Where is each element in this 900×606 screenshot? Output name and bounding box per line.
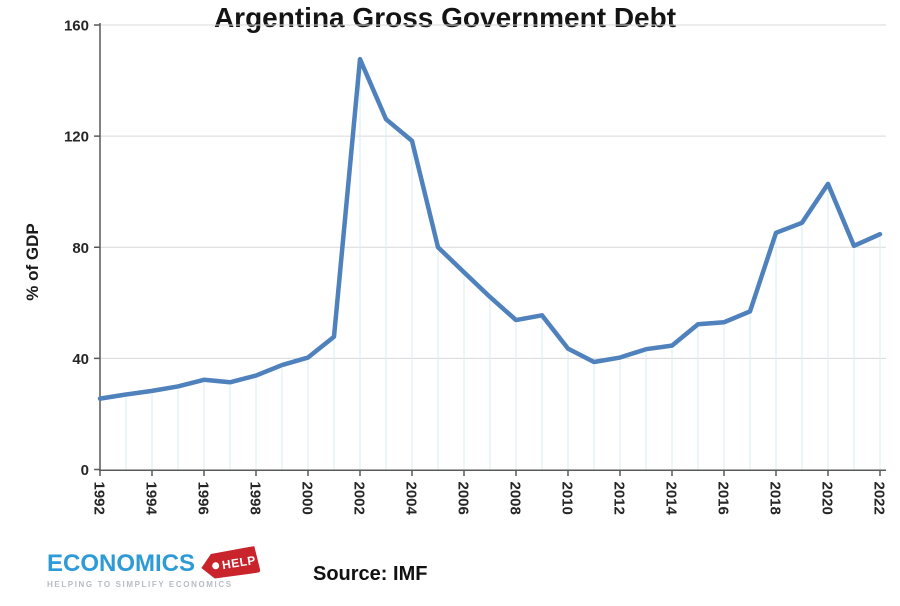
- line-chart: 0 40 80 120 160 1992 1994 1996 1998 2000 2002 2004 2…: [64, 18, 887, 516]
- logo-brand-text: ECONOMICS: [47, 549, 196, 577]
- x-tick-label: 2006: [454, 482, 471, 515]
- chart-title: Argentina Gross Government Debt: [213, 2, 677, 33]
- tag-hole-icon: [212, 562, 220, 570]
- x-tick-label: 2022: [870, 482, 887, 515]
- debt-data-line: [97, 56, 883, 401]
- y-tick-label: 80: [72, 240, 89, 257]
- logo-tagline: HELPING TO SIMPLIFY ECONOMICS: [47, 580, 233, 589]
- x-tick-label: 2014: [662, 482, 679, 516]
- source-note: Source: IMF: [313, 563, 428, 585]
- x-tick-label: 2008: [506, 482, 523, 515]
- x-tick-label: 2004: [402, 482, 419, 516]
- x-tick-label: 2010: [558, 482, 575, 515]
- y-tick-label: 40: [72, 351, 89, 368]
- x-tick-label: 1996: [194, 482, 211, 515]
- x-tick-label: 2002: [350, 482, 367, 515]
- x-tick-label: 2016: [714, 482, 731, 515]
- x-tick-label: 2020: [818, 482, 835, 515]
- x-tick-label: 1998: [246, 482, 263, 515]
- x-tick-label: 2000: [298, 482, 315, 515]
- x-tick-label: 2012: [610, 482, 627, 515]
- x-tick-label: 2018: [766, 482, 783, 515]
- x-tick-label: 1992: [90, 482, 107, 515]
- y-tick-label: 0: [81, 462, 89, 479]
- x-tick-label: 1994: [142, 482, 159, 516]
- logo-badge-label: HELP: [221, 552, 257, 572]
- economicshelp-logo: ECONOMICS HELP HELPING TO SIMPLIFY ECONO…: [47, 550, 277, 589]
- y-tick-label: 120: [64, 129, 89, 146]
- y-tick-label: 160: [64, 18, 89, 35]
- logo-help-tag: HELP: [199, 546, 261, 582]
